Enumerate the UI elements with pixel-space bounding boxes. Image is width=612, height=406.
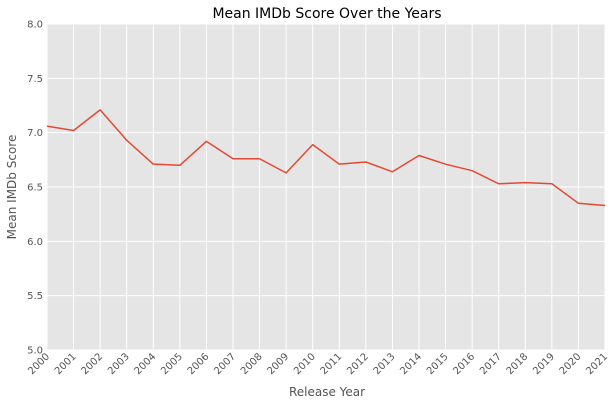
- x-tick-label: 2012: [345, 351, 371, 377]
- x-tick-label: 2005: [159, 351, 185, 377]
- y-tick-label: 8.0: [27, 20, 43, 31]
- x-tick-label: 2003: [106, 351, 132, 377]
- x-tick-label: 2018: [505, 351, 531, 377]
- x-tick-label: 2017: [478, 351, 504, 377]
- x-tick-label: 2019: [531, 351, 557, 377]
- x-axis-label: Release Year: [289, 385, 365, 399]
- x-tick-label: 2009: [265, 351, 291, 377]
- y-tick-label: 6.0: [27, 237, 43, 248]
- y-axis-label: Mean IMDb Score: [5, 135, 19, 240]
- x-tick-label: 2020: [558, 351, 584, 377]
- y-tick-label: 5.0: [27, 346, 43, 357]
- y-tick-label: 5.5: [27, 291, 43, 302]
- y-tick-label: 6.5: [27, 183, 43, 194]
- series-layer: [46, 109, 606, 207]
- x-tick-label: 2007: [212, 351, 238, 377]
- series-line: [46, 109, 606, 207]
- x-tick-label: 2013: [372, 351, 398, 377]
- y-tick-label: 7.0: [27, 128, 43, 139]
- x-tick-label: 2016: [451, 351, 477, 377]
- grid-lines: [46, 23, 606, 351]
- x-tick-label: 2004: [133, 351, 159, 377]
- x-tick-label: 2006: [186, 351, 212, 377]
- x-tick-label: 2001: [53, 351, 79, 377]
- x-tick-label: 2015: [425, 351, 451, 377]
- y-tick-label: 7.5: [27, 74, 43, 85]
- x-tick-label: 2014: [398, 351, 424, 377]
- chart-title: Mean IMDb Score Over the Years: [212, 6, 441, 22]
- x-tick-label: 2008: [239, 351, 265, 377]
- x-tick-label: 2010: [292, 351, 318, 377]
- x-tick-label: 2011: [319, 351, 345, 377]
- x-tick-label: 2002: [79, 351, 105, 377]
- x-tick-label: 2021: [584, 351, 610, 377]
